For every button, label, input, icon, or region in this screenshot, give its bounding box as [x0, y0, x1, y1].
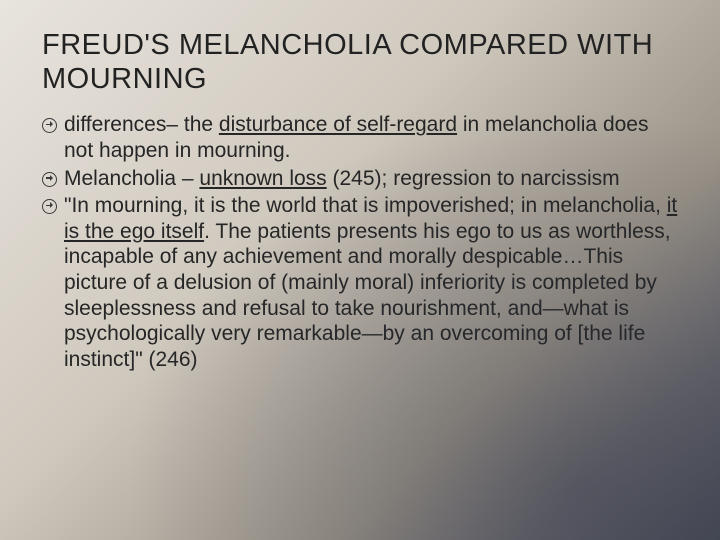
bullet-text-post: (245); regression to narcissism [327, 167, 620, 190]
list-item: differences– the disturbance of self-reg… [42, 112, 678, 163]
bullet-text-underlined: disturbance of self-regard [219, 113, 457, 136]
list-item: Melancholia – unknown loss (245); regres… [42, 166, 678, 192]
bullet-text-pre: Melancholia – [64, 167, 199, 190]
page-title: FREUD'S MELANCHOLIA COMPARED WITH MOURNI… [42, 28, 678, 96]
slide: FREUD'S MELANCHOLIA COMPARED WITH MOURNI… [0, 0, 720, 540]
bullet-text-pre: "In mourning, it is the world that is im… [64, 194, 667, 217]
bullet-text-pre: differences– the [64, 113, 219, 136]
bullet-text-underlined: unknown loss [199, 167, 326, 190]
list-item: "In mourning, it is the world that is im… [42, 193, 678, 372]
bullet-arrow-icon [50, 121, 53, 127]
bullet-arrow-icon [50, 202, 53, 208]
bullet-arrow-icon [50, 175, 53, 181]
bullet-list: differences– the disturbance of self-reg… [42, 112, 678, 372]
